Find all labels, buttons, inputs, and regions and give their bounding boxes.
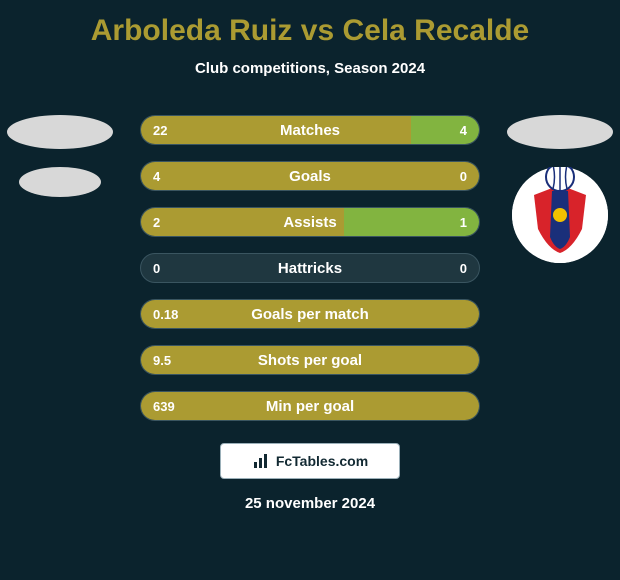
stat-row: 00Hattricks — [140, 253, 480, 283]
footer-date: 25 november 2024 — [0, 495, 620, 512]
subtitle: Club competitions, Season 2024 — [0, 60, 620, 77]
stat-label: Min per goal — [141, 392, 479, 420]
club-badge-icon — [512, 167, 608, 263]
player-right-column — [500, 115, 620, 263]
player-left-badge — [19, 167, 101, 197]
stat-row: 0.18Goals per match — [140, 299, 480, 329]
page-title: Arboleda Ruiz vs Cela Recalde — [0, 14, 620, 48]
stat-label: Hattricks — [141, 254, 479, 282]
stat-row: 639Min per goal — [140, 391, 480, 421]
stat-row: 9.5Shots per goal — [140, 345, 480, 375]
stat-bars: 224Matches 40Goals 21Assists 00Hattricks 0.1… — [140, 115, 480, 437]
stat-label: Goals per match — [141, 300, 479, 328]
player-left-avatar — [7, 115, 113, 149]
player-left-column — [0, 115, 120, 197]
chart-icon — [252, 452, 270, 470]
stat-row: 21Assists — [140, 207, 480, 237]
chart-area: 224Matches 40Goals 21Assists 00Hattricks 0.1… — [0, 115, 620, 425]
player-right-avatar — [507, 115, 613, 149]
stat-label: Matches — [141, 116, 479, 144]
stat-label: Assists — [141, 208, 479, 236]
player-right-badge — [512, 167, 608, 263]
comparison-card: Arboleda Ruiz vs Cela Recalde Club compe… — [0, 0, 620, 580]
stat-label: Goals — [141, 162, 479, 190]
stat-label: Shots per goal — [141, 346, 479, 374]
site-logo: FcTables.com — [220, 443, 400, 479]
stat-row: 40Goals — [140, 161, 480, 191]
site-logo-text: FcTables.com — [276, 453, 368, 469]
stat-row: 224Matches — [140, 115, 480, 145]
